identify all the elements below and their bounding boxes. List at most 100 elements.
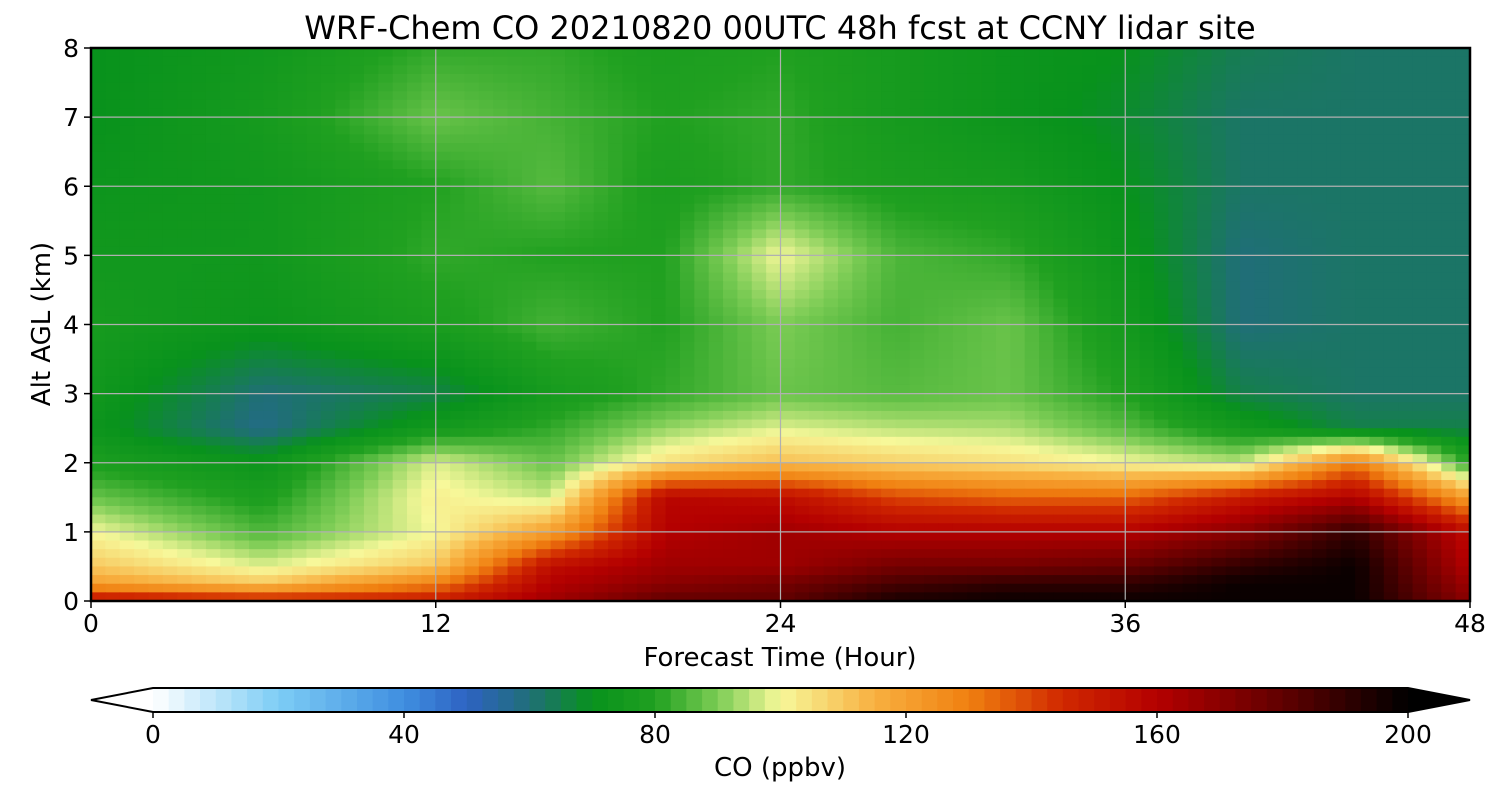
- heat-cell: [177, 436, 193, 447]
- heat-cell: [507, 48, 523, 58]
- heat-cell: [809, 402, 825, 412]
- heat-cell: [1153, 272, 1169, 282]
- heat-cell: [938, 419, 954, 429]
- heat-cell: [924, 82, 940, 92]
- heat-cell: [679, 65, 695, 75]
- heat-cell: [421, 125, 437, 136]
- heat-cell: [737, 238, 753, 248]
- heat-cell: [751, 488, 767, 498]
- heat-cell: [234, 134, 250, 144]
- heat-cell: [162, 436, 178, 447]
- heat-cell: [320, 108, 336, 118]
- heat-cell: [234, 333, 250, 343]
- heat-cell: [579, 272, 595, 282]
- heat-cell: [579, 454, 595, 464]
- heat-cell: [421, 298, 437, 308]
- heat-cell: [320, 238, 336, 248]
- heat-cell: [895, 462, 911, 472]
- heat-cell: [249, 428, 264, 438]
- heat-cell: [622, 384, 638, 395]
- heat-cell: [1211, 350, 1227, 360]
- heat-cell: [349, 350, 365, 360]
- heat-cell: [1225, 376, 1241, 386]
- heat-cell: [521, 419, 537, 429]
- heat-cell: [536, 281, 552, 291]
- heat-cell: [306, 272, 322, 282]
- heat-cell: [636, 445, 652, 455]
- heat-cell: [1455, 212, 1470, 222]
- heat-cell: [1225, 289, 1241, 300]
- heat-cell: [205, 384, 221, 395]
- heat-cell: [191, 65, 207, 75]
- heat-cell: [751, 108, 767, 118]
- heat-cell: [866, 255, 882, 265]
- heat-cell: [263, 125, 279, 136]
- heat-cell: [392, 168, 408, 179]
- heat-cell: [349, 238, 365, 248]
- heat-cell: [723, 462, 738, 472]
- heat-cell: [1441, 367, 1457, 377]
- heat-cell: [852, 289, 868, 300]
- heat-cell: [1110, 108, 1126, 118]
- heat-cell: [1340, 143, 1356, 153]
- heat-cell: [665, 454, 681, 464]
- heat-cell: [478, 307, 494, 317]
- heat-cell: [938, 151, 954, 161]
- heat-cell: [521, 298, 537, 308]
- heat-cell: [794, 229, 810, 239]
- heat-cell: [378, 91, 394, 101]
- heat-cell: [1010, 160, 1026, 170]
- heat-cell: [622, 220, 638, 231]
- heat-cell: [866, 410, 882, 421]
- heat-cell: [493, 65, 509, 75]
- heat-cell: [852, 341, 868, 352]
- heat-cell: [335, 212, 351, 222]
- heat-cell: [1311, 402, 1327, 412]
- heat-cell: [263, 272, 279, 282]
- heat-cell: [1153, 255, 1169, 265]
- heat-cell: [320, 445, 336, 455]
- heat-cell: [708, 246, 724, 256]
- heat-cell: [407, 471, 422, 481]
- heat-cell: [191, 246, 207, 256]
- heat-cell: [967, 168, 983, 179]
- heat-cell: [478, 82, 494, 92]
- heat-cell: [1398, 419, 1414, 429]
- heat-cell: [148, 384, 164, 395]
- heat-cell: [191, 341, 207, 352]
- heat-cell: [679, 480, 695, 490]
- heat-cell: [363, 289, 379, 300]
- heat-cell: [349, 160, 365, 170]
- heat-cell: [938, 272, 954, 282]
- heat-cell: [622, 255, 638, 265]
- heat-cell: [1412, 341, 1428, 352]
- heat-cell: [909, 99, 925, 110]
- heat-cell: [306, 160, 322, 170]
- heat-cell: [507, 108, 523, 118]
- heat-cell: [823, 333, 839, 343]
- heat-cell: [694, 359, 710, 369]
- heat-cell: [1283, 298, 1299, 308]
- heat-cell: [435, 384, 451, 395]
- heat-cell: [320, 56, 336, 66]
- heat-cell: [751, 160, 767, 170]
- heat-cell: [363, 307, 379, 317]
- heat-cell: [565, 117, 580, 127]
- heat-cell: [148, 315, 164, 326]
- heat-cell: [421, 160, 437, 170]
- heat-cell: [1254, 454, 1270, 464]
- heat-cell: [694, 376, 710, 386]
- heat-cell: [895, 212, 911, 222]
- heat-cell: [292, 117, 308, 127]
- heat-cell: [1153, 99, 1169, 110]
- heat-cell: [493, 419, 509, 429]
- heat-cell: [191, 307, 207, 317]
- heat-cell: [1139, 91, 1155, 101]
- heat-cell: [751, 402, 767, 412]
- heat-cell: [464, 73, 480, 84]
- heat-cell: [1268, 56, 1284, 66]
- heat-cell: [1297, 419, 1313, 429]
- heat-cell: [119, 255, 135, 265]
- heat-cell: [995, 454, 1011, 464]
- heat-cell: [1110, 393, 1126, 403]
